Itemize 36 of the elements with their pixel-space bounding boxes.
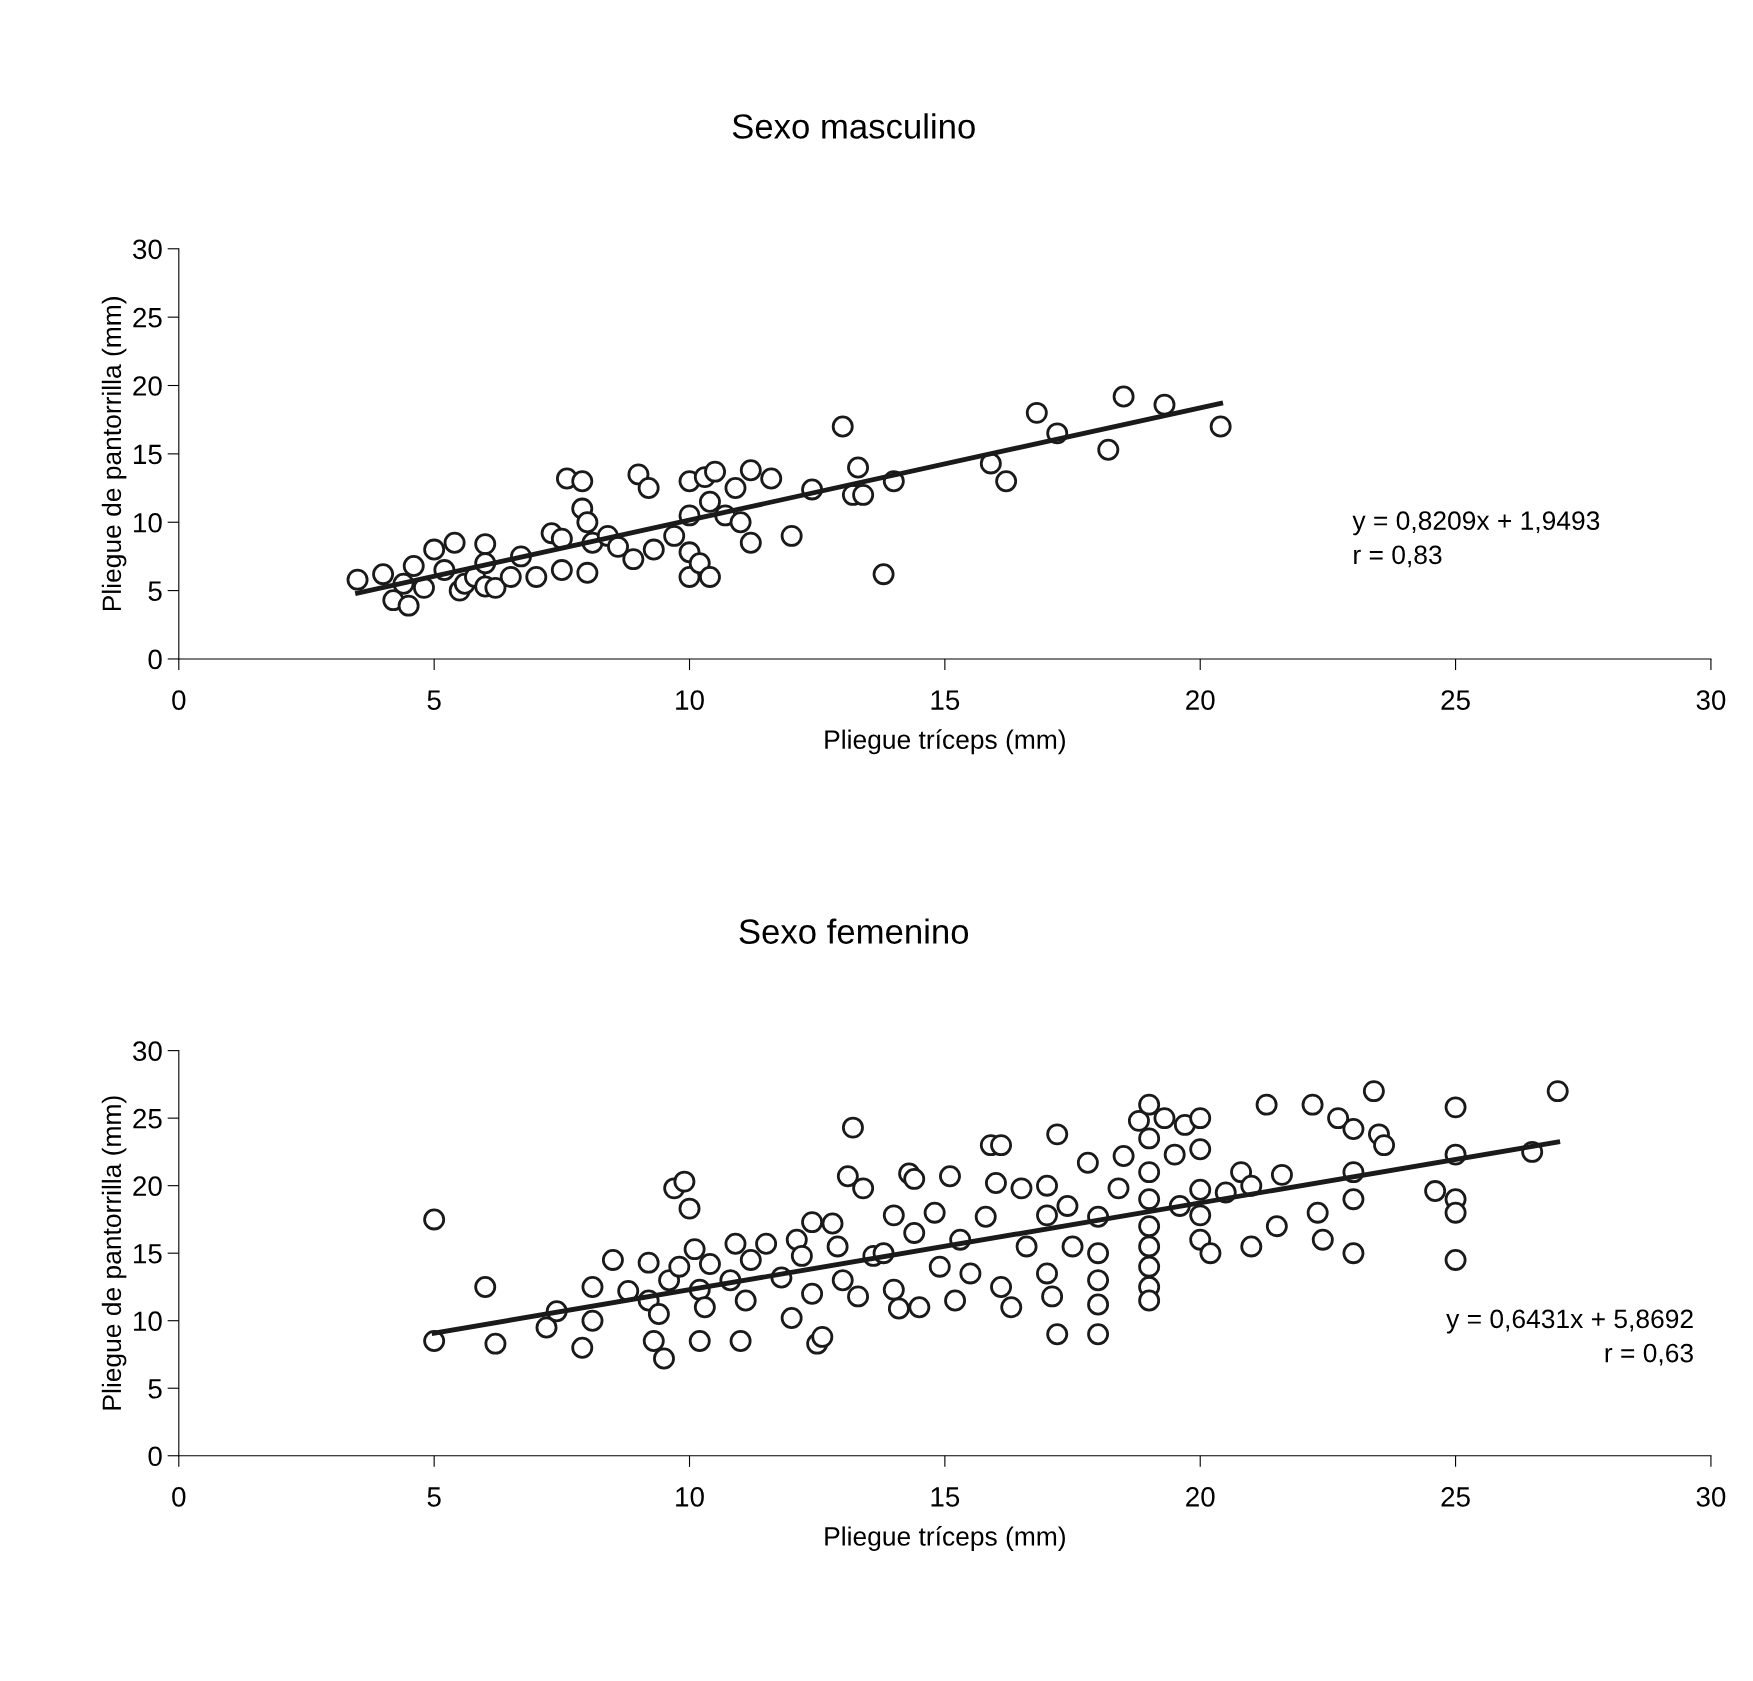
annotation: y = 0,8209x + 1,9493 r = 0,83 <box>1352 511 1600 568</box>
chart-title: Sexo masculino <box>732 113 975 139</box>
x-tick-label: 15 <box>931 690 960 710</box>
y-tick-label: 25 <box>133 1108 162 1129</box>
y-tick-label: 30 <box>133 239 162 260</box>
y-tick-label: 15 <box>134 1244 162 1264</box>
x-axis-title: Pliegue tríceps (mm) <box>825 1526 1065 1551</box>
y-tick-label: 0 <box>148 649 162 670</box>
x-tick-label: 0 <box>172 690 186 710</box>
annotation: y = 0,6431x + 5,8692 r = 0,63 <box>1446 1309 1693 1366</box>
x-tick-label: 25 <box>1441 690 1470 710</box>
y-tick-label: 15 <box>134 444 162 465</box>
x-tick-label: 5 <box>427 1487 441 1507</box>
x-tick-label: 10 <box>676 690 704 710</box>
y-tick-label: 5 <box>148 1379 162 1399</box>
x-tick-label: 0 <box>172 1487 186 1507</box>
y-tick-label: 5 <box>148 581 162 601</box>
x-tick-label: 30 <box>1696 690 1726 710</box>
y-axis-title: Pliegue de pantorrilla (mm) <box>101 1096 127 1410</box>
y-tick-label: 10 <box>134 1311 162 1332</box>
y-axis-title: Pliegue de pantorrilla (mm) <box>101 297 127 611</box>
y-tick-label: 0 <box>148 1446 162 1467</box>
x-tick-label: 30 <box>1696 1487 1726 1507</box>
x-tick-label: 20 <box>1186 1487 1215 1507</box>
x-tick-label: 10 <box>676 1487 704 1507</box>
y-tick-label: 10 <box>134 512 162 533</box>
x-tick-label: 20 <box>1186 690 1215 710</box>
x-tick-label: 15 <box>931 1487 960 1507</box>
x-tick-label: 25 <box>1441 1487 1470 1507</box>
y-tick-label: 20 <box>133 376 162 396</box>
y-tick-label: 20 <box>133 1176 162 1196</box>
y-tick-label: 30 <box>133 1041 162 1061</box>
y-tick-label: 25 <box>133 307 162 328</box>
x-axis-title: Pliegue tríceps (mm) <box>825 729 1065 755</box>
chart-title: Sexo femenino <box>739 918 969 944</box>
x-tick-label: 5 <box>427 690 441 710</box>
